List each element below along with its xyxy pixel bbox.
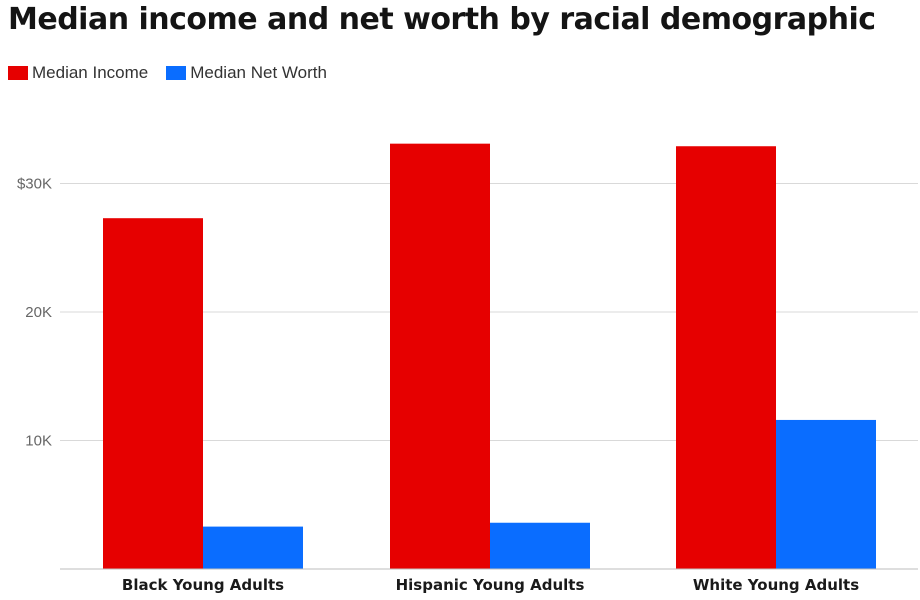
- legend-item-median-net-worth: Median Net Worth: [166, 63, 327, 83]
- bar-hispanic-young-adults-median-net-worth: [490, 522, 590, 569]
- legend-label-median-income: Median Income: [32, 63, 149, 82]
- chart-title: Median income and net worth by racial de…: [8, 2, 876, 37]
- bar-white-young-adults-median-net-worth: [776, 419, 876, 569]
- x-category-label-hispanic-young-adults: Hispanic Young Adults: [396, 576, 585, 594]
- legend-label-median-net-worth: Median Net Worth: [190, 63, 327, 82]
- legend: Median Income Median Net Worth: [8, 63, 345, 83]
- bar-white-young-adults-median-income: [676, 146, 776, 570]
- x-category-label-white-young-adults: White Young Adults: [693, 576, 859, 594]
- legend-swatch-median-net-worth: [166, 66, 187, 80]
- legend-swatch-median-income: [8, 66, 28, 80]
- bar-hispanic-young-adults-median-income: [390, 143, 490, 570]
- y-tick-label-10k: 10K: [25, 433, 52, 450]
- bar-black-young-adults-median-net-worth: [203, 526, 303, 569]
- y-tick-label-30k: $30K: [17, 176, 52, 193]
- y-tick-label-20k: 20K: [25, 304, 52, 321]
- legend-item-median-income: Median Income: [8, 63, 148, 83]
- bar-black-young-adults-median-income: [103, 218, 203, 569]
- x-category-label-black-young-adults: Black Young Adults: [122, 576, 284, 594]
